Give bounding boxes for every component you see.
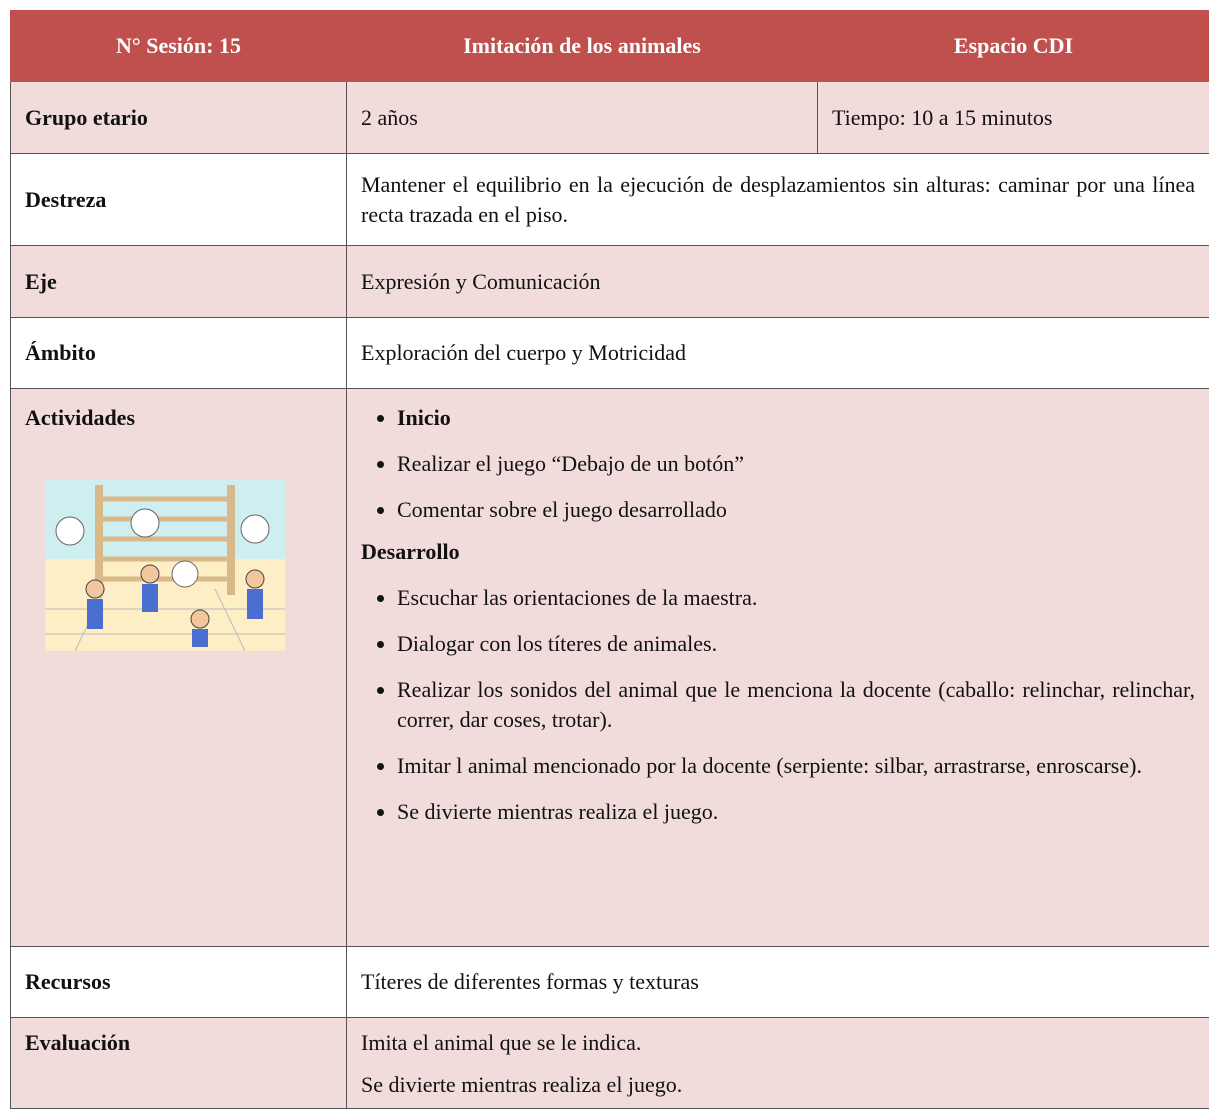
header-cell: Imitación de los animales: [347, 11, 818, 82]
cell: Imita el animal que se le indica. Se div…: [347, 1018, 1209, 1109]
header-cell: Espacio CDI: [818, 11, 1209, 82]
row-label: Recursos: [11, 947, 347, 1018]
line: Se divierte mientras realiza el juego.: [361, 1070, 1195, 1100]
row: Actividades Inicio Realizar el juego “De…: [11, 389, 1209, 947]
cell: Títeres de diferentes formas y texturas: [347, 947, 1209, 1018]
row: Ámbito Exploración del cuerpo y Motricid…: [11, 318, 1209, 389]
list-item: Se divierte mientras realiza el juego.: [397, 797, 1195, 827]
row: Eje Expresión y Comunicación: [11, 246, 1209, 318]
session-table: N° Sesión: 15 Imitación de los animales …: [10, 10, 1209, 1109]
row: Evaluación Imita el animal que se le ind…: [11, 1018, 1209, 1109]
list-heading: Inicio: [397, 403, 1195, 433]
row-label: Evaluación: [11, 1018, 347, 1109]
line: Imita el animal que se le indica.: [361, 1028, 1195, 1058]
row-label: Eje: [11, 246, 347, 318]
cell: 2 años: [347, 82, 818, 154]
cell: Expresión y Comunicación: [347, 246, 1209, 318]
row: Recursos Títeres de diferentes formas y …: [11, 947, 1209, 1018]
illustration: [45, 479, 285, 651]
list-item: Imitar l animal mencionado por la docent…: [397, 751, 1195, 781]
cell: Tiempo: 10 a 15 minutos: [818, 82, 1209, 154]
section-heading: Desarrollo: [361, 537, 1195, 567]
row-label: Actividades: [11, 389, 347, 947]
row-label: Ámbito: [11, 318, 347, 389]
label-text: Actividades: [25, 403, 332, 433]
cell: Mantener el equilibrio en la ejecución d…: [347, 154, 1209, 246]
row: Destreza Mantener el equilibrio en la ej…: [11, 154, 1209, 246]
list-item: Realizar el juego “Debajo de un botón”: [397, 449, 1195, 479]
row-label: Grupo etario: [11, 82, 347, 154]
list-item: Escuchar las orientaciones de la maestra…: [397, 583, 1195, 613]
list: Inicio Realizar el juego “Debajo de un b…: [361, 403, 1195, 525]
row: Grupo etario 2 años Tiempo: 10 a 15 minu…: [11, 82, 1209, 154]
cell: Inicio Realizar el juego “Debajo de un b…: [347, 389, 1209, 947]
header-cell: N° Sesión: 15: [11, 11, 347, 82]
list: Escuchar las orientaciones de la maestra…: [361, 583, 1195, 827]
row-label: Destreza: [11, 154, 347, 246]
list-item: Dialogar con los títeres de animales.: [397, 629, 1195, 659]
header-row: N° Sesión: 15 Imitación de los animales …: [11, 11, 1209, 82]
cell: Exploración del cuerpo y Motricidad: [347, 318, 1209, 389]
list-item: Comentar sobre el juego desarrollado: [397, 495, 1195, 525]
list-item: Realizar los sonidos del animal que le m…: [397, 675, 1195, 735]
